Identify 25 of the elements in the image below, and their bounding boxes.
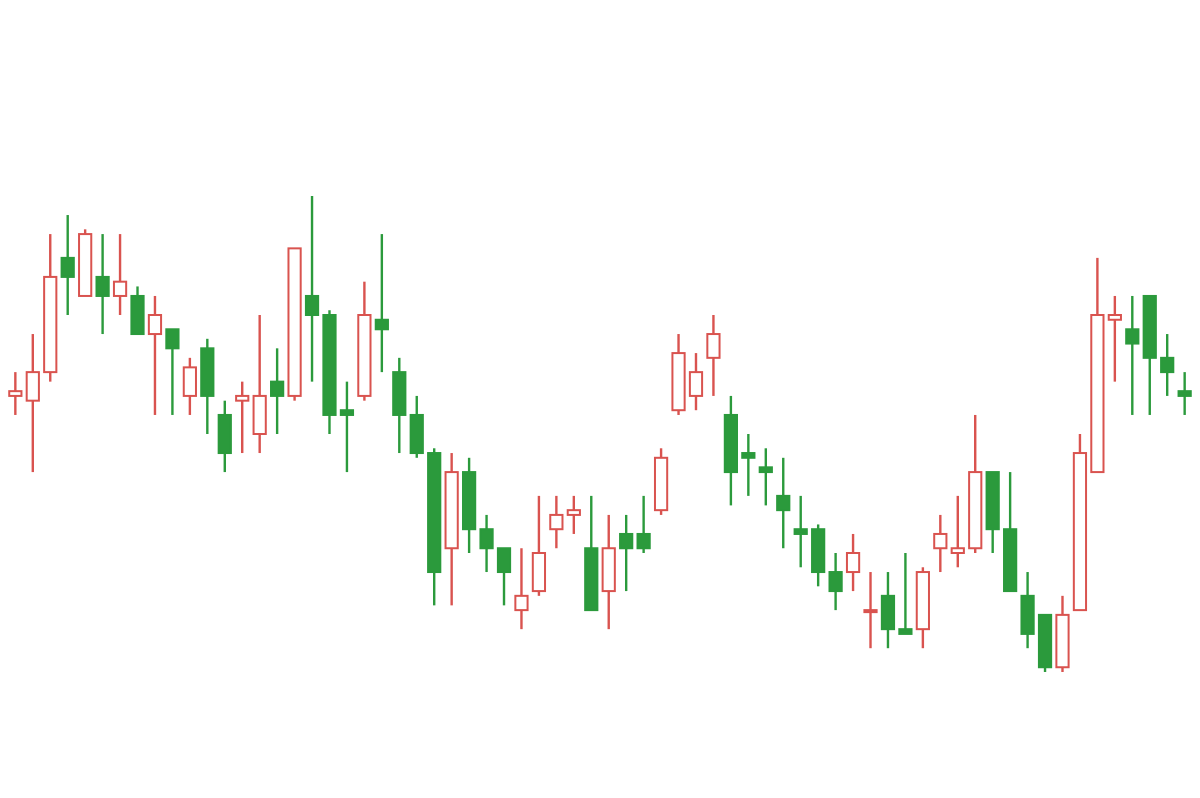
candlestick (252, 313, 267, 455)
candlestick (776, 456, 791, 550)
candlestick (270, 347, 285, 436)
candlestick (1055, 594, 1070, 674)
candlestick (1125, 294, 1140, 417)
candlestick (112, 232, 128, 317)
candlestick (758, 447, 773, 507)
candlestick (8, 370, 23, 417)
candlestick (200, 337, 215, 436)
candlestick (619, 513, 634, 593)
candlestick (444, 451, 459, 607)
candlestick (845, 532, 861, 593)
candlestick (706, 313, 721, 398)
candlestick (1177, 370, 1192, 417)
candlestick (636, 494, 651, 555)
candlestick (863, 570, 878, 650)
candlestick (514, 547, 529, 631)
candlestick (601, 513, 616, 631)
candlestick (60, 213, 75, 317)
candlestick (933, 513, 948, 574)
candlestick (147, 294, 163, 417)
candlestick (95, 232, 110, 336)
candlestick (357, 280, 372, 402)
candlestick (374, 232, 389, 374)
candlestick (549, 494, 564, 550)
